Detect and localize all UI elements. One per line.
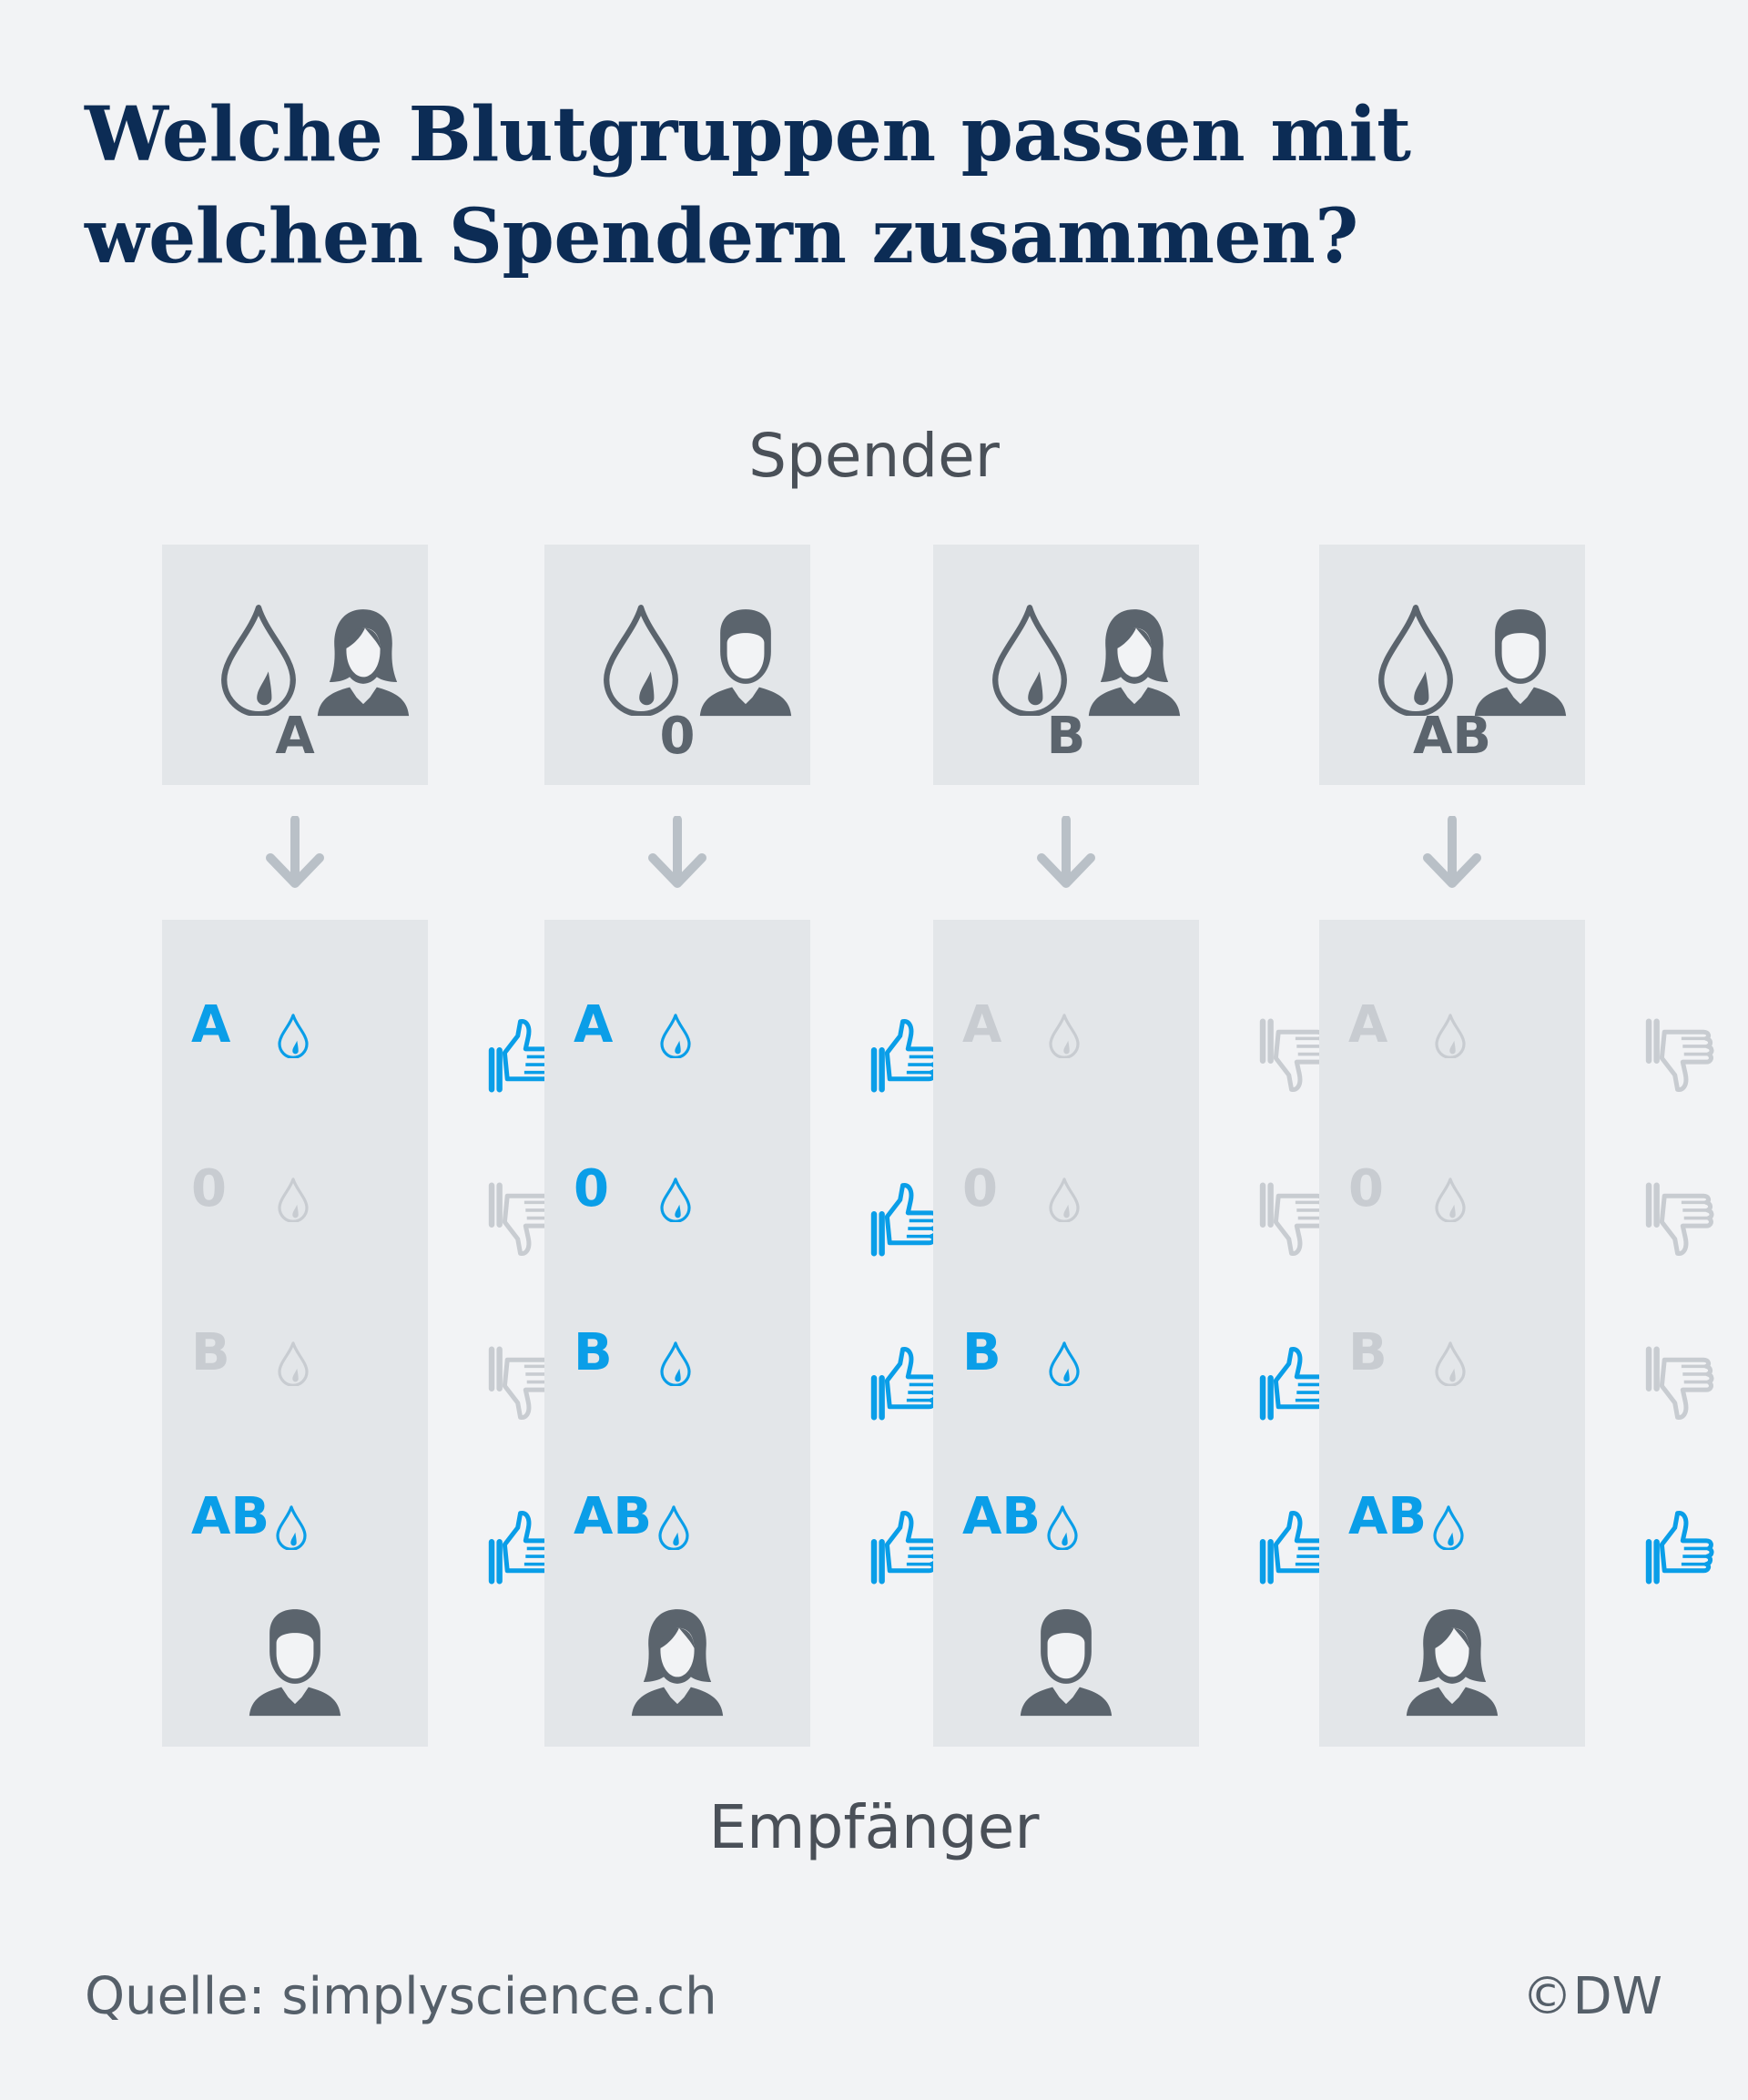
recipient-blood-type: AB <box>191 1487 270 1546</box>
title-line-1: Welche Blutgruppen passen mit <box>85 91 1411 178</box>
female-person-icon <box>614 1599 741 1722</box>
recipient-row-0: 0 <box>1319 1133 1714 1256</box>
small-blood-drop-icon <box>1046 1504 1079 1555</box>
recipient-blood-type: 0 <box>574 1159 609 1218</box>
small-blood-drop-icon <box>1434 1177 1467 1227</box>
arrow-down-icon <box>645 815 709 895</box>
recipient-blood-type: A <box>574 995 614 1055</box>
donor-blood-type: 0 <box>659 707 696 766</box>
page-title: Welche Blutgruppen passen mit welchen Sp… <box>85 84 1678 288</box>
recipient-blood-type: A <box>962 995 1002 1055</box>
recipient-blood-type: AB <box>574 1487 653 1546</box>
small-blood-drop-icon <box>1434 1013 1467 1063</box>
recipient-blood-type: 0 <box>962 1159 998 1218</box>
small-blood-drop-icon <box>277 1177 310 1227</box>
arrow-down-icon <box>1420 815 1484 895</box>
small-blood-drop-icon <box>277 1341 310 1391</box>
recipient-blood-type: 0 <box>1348 1159 1384 1218</box>
male-person-icon <box>231 1599 359 1722</box>
credit-note: ©DW <box>1521 1967 1663 2026</box>
donor-card: B <box>933 545 1199 785</box>
source-note: Quelle: simplyscience.ch <box>85 1967 717 2026</box>
recipient-row-b: B <box>1319 1297 1714 1420</box>
small-blood-drop-icon <box>1434 1341 1467 1391</box>
recipient-row-b: B <box>544 1297 940 1421</box>
donor-card: 0 <box>544 545 810 785</box>
recipient-blood-type: B <box>962 1323 1001 1382</box>
recipient-row-0: 0 <box>162 1133 557 1256</box>
recipient-row-b: B <box>162 1297 557 1420</box>
recipient-blood-type: B <box>574 1323 613 1382</box>
small-blood-drop-icon <box>275 1504 308 1555</box>
recipient-row-a: A <box>544 969 940 1093</box>
small-blood-drop-icon <box>1048 1341 1081 1391</box>
arrow-down-icon <box>1034 815 1098 895</box>
recipient-card: A 0 B AB <box>1319 920 1714 1747</box>
recipient-label: Empfänger <box>708 1792 1040 1862</box>
small-blood-drop-icon <box>659 1013 692 1063</box>
donor-card: AB <box>1319 545 1585 785</box>
small-blood-drop-icon <box>1048 1177 1081 1227</box>
small-blood-drop-icon <box>659 1177 692 1227</box>
recipient-row-ab: AB <box>1319 1461 1714 1585</box>
recipient-blood-type: AB <box>1348 1487 1428 1546</box>
recipient-blood-type: 0 <box>191 1159 227 1218</box>
recipient-row-a: A <box>1319 969 1714 1092</box>
small-blood-drop-icon <box>659 1341 692 1391</box>
recipient-row-0: 0 <box>544 1133 940 1257</box>
donor-blood-type: B <box>1046 707 1086 766</box>
male-person-icon <box>1002 1599 1130 1722</box>
title-line-2: welchen Spendern zusammen? <box>85 193 1358 280</box>
donor-card: A <box>162 545 428 785</box>
small-blood-drop-icon <box>1048 1013 1081 1063</box>
small-blood-drop-icon <box>657 1504 690 1555</box>
recipient-row-ab: AB <box>162 1461 557 1585</box>
recipient-card: A 0 B AB <box>544 920 940 1747</box>
recipient-row-a: A <box>933 969 1328 1092</box>
recipient-blood-type: A <box>191 995 231 1055</box>
female-person-icon <box>1388 1599 1516 1722</box>
recipient-blood-type: B <box>1348 1323 1387 1382</box>
recipient-row-ab: AB <box>544 1461 940 1585</box>
donor-label: Spender <box>748 421 1000 491</box>
donor-blood-type: AB <box>1412 707 1492 766</box>
recipient-row-ab: AB <box>933 1461 1328 1585</box>
donor-blood-type: A <box>275 707 315 766</box>
recipient-blood-type: B <box>191 1323 230 1382</box>
small-blood-drop-icon <box>277 1013 310 1063</box>
recipient-blood-type: A <box>1348 995 1388 1055</box>
arrow-down-icon <box>263 815 327 895</box>
recipient-blood-type: AB <box>962 1487 1042 1546</box>
recipient-card: A 0 B AB <box>162 920 557 1747</box>
small-blood-drop-icon <box>1432 1504 1465 1555</box>
recipient-card: A 0 B AB <box>933 920 1328 1747</box>
recipient-row-0: 0 <box>933 1133 1328 1256</box>
recipient-row-a: A <box>162 969 557 1093</box>
recipient-row-b: B <box>933 1297 1328 1421</box>
